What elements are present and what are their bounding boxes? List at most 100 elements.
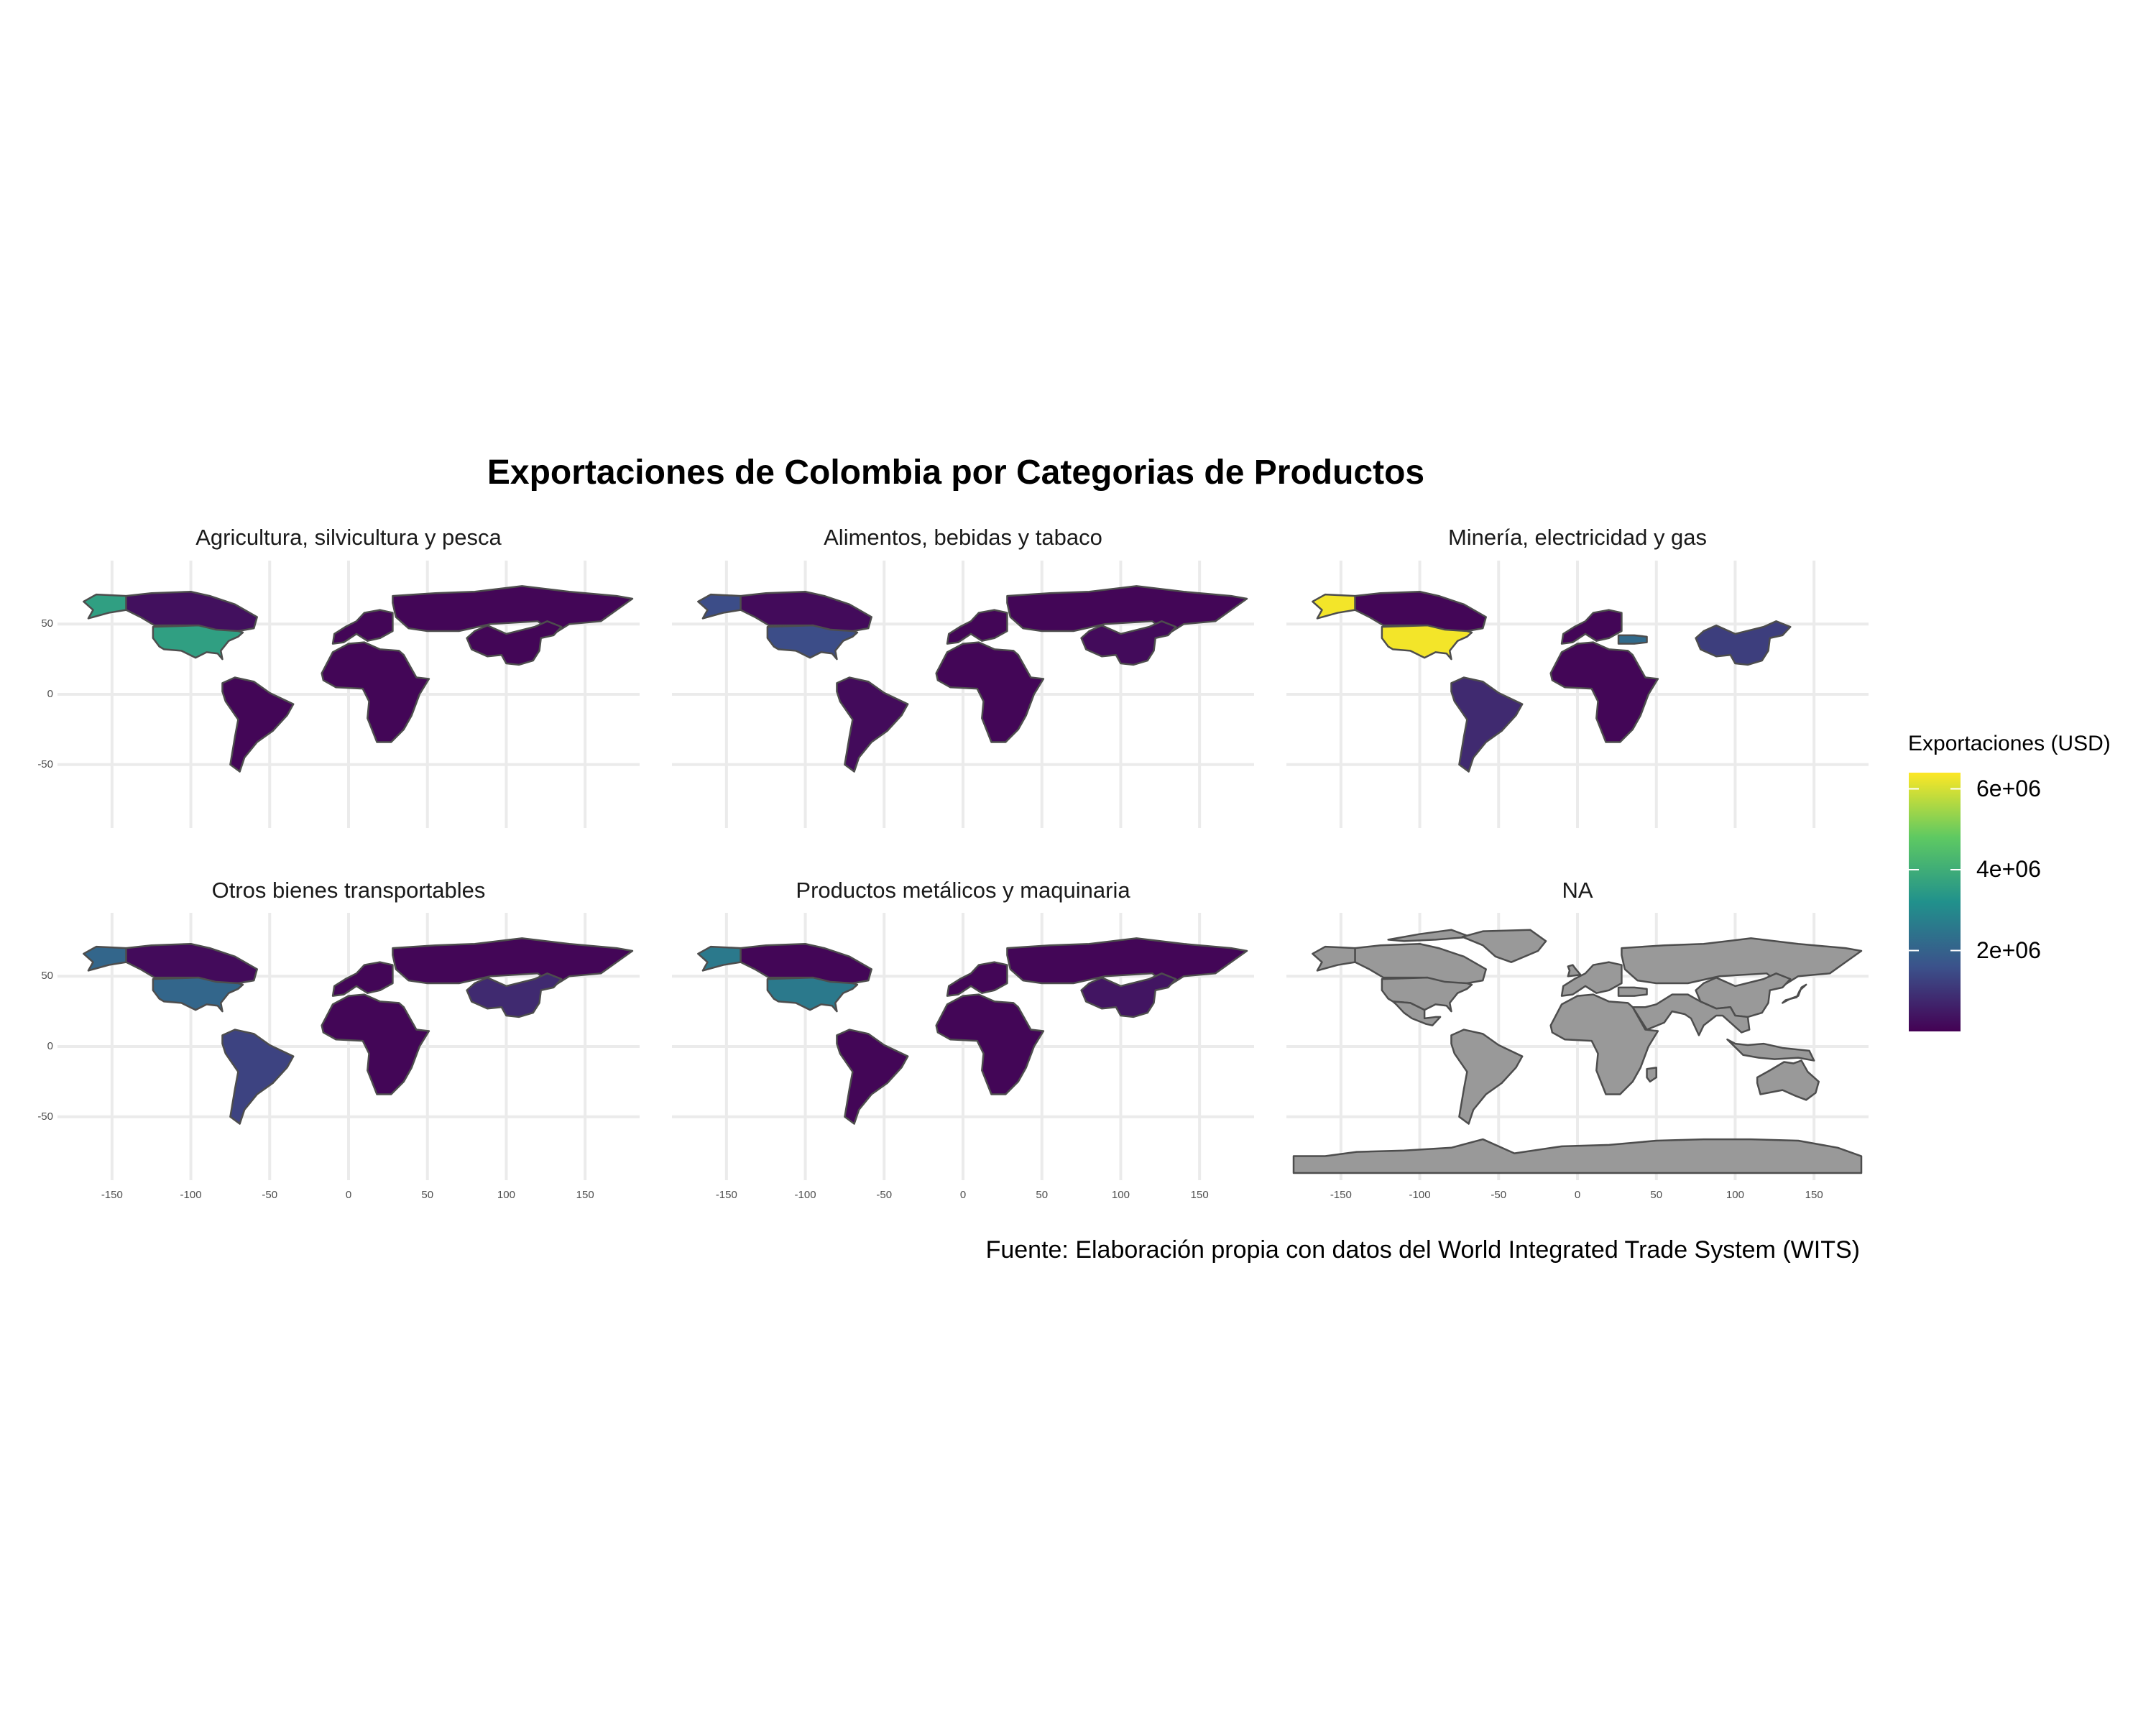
- facet-panel: [57, 561, 640, 828]
- country-shape-china: [1080, 620, 1177, 666]
- country-shape-arctic: [1387, 929, 1472, 942]
- country-shape-uk: [1567, 964, 1582, 978]
- facet-map: [1286, 561, 1869, 828]
- x-tick-label: 50: [1650, 1189, 1663, 1201]
- x-tick-label: 150: [1805, 1189, 1823, 1201]
- x-tick-label: 50: [1036, 1189, 1049, 1201]
- chart-title: Exportaciones de Colombia por Categorias…: [487, 454, 1425, 492]
- country-shape-south-america: [1450, 1029, 1524, 1125]
- country-shape-africa: [1549, 993, 1659, 1095]
- country-shape-usa: [766, 624, 859, 661]
- x-tick-label: 100: [1726, 1189, 1744, 1201]
- facet-panel: [672, 913, 1254, 1180]
- x-tick-label: 50: [421, 1189, 434, 1201]
- facet-map: [57, 561, 640, 828]
- country-shape-africa: [935, 993, 1045, 1095]
- x-tick-label: 100: [497, 1189, 515, 1201]
- x-tick-label: -150: [1330, 1189, 1352, 1201]
- x-tick-label: 150: [576, 1189, 594, 1201]
- country-shape-usa: [1381, 976, 1473, 1013]
- country-shape-canada: [740, 942, 872, 988]
- country-shape-alaska: [83, 945, 127, 972]
- country-shape-canada: [1354, 590, 1487, 635]
- legend-colorbar: [1909, 773, 1961, 1031]
- country-shape-africa: [321, 993, 430, 1095]
- facet-strip-label: Otros bienes transportables: [211, 878, 486, 903]
- y-tick-label: 50: [41, 617, 53, 630]
- facet-panel: [672, 561, 1254, 828]
- facet-strip-label: Minería, electricidad y gas: [1447, 525, 1708, 550]
- x-tick-label: -50: [262, 1189, 278, 1201]
- country-shape-china: [1080, 972, 1177, 1018]
- country-shape-south-america: [221, 1029, 295, 1125]
- y-tick-label: 50: [41, 970, 53, 983]
- country-shape-alaska: [1312, 593, 1356, 620]
- country-shape-antarctica: [1292, 1138, 1863, 1174]
- country-shape-alaska: [697, 945, 742, 972]
- country-shape-greenland: [1461, 929, 1547, 963]
- country-shape-alaska: [697, 593, 742, 620]
- country-shape-europe: [331, 961, 394, 997]
- x-tick-label: 0: [959, 1189, 967, 1201]
- facet-panel: [57, 913, 640, 1180]
- x-tick-label: -50: [876, 1189, 893, 1201]
- legend-colorbar-svg: [1909, 773, 1961, 1031]
- country-shape-russia: [1621, 937, 1863, 988]
- x-tick-label: -100: [180, 1189, 202, 1201]
- x-tick-label: -150: [101, 1189, 123, 1201]
- legend-label: 4e+06: [1976, 856, 2041, 882]
- country-shape-europe: [331, 609, 394, 645]
- country-shape-canada: [740, 590, 872, 635]
- legend-title: Exportaciones (USD): [1908, 732, 2111, 755]
- country-shape-south-america: [1450, 676, 1524, 773]
- country-shape-japan: [1782, 983, 1807, 1004]
- country-shape-usa: [152, 976, 244, 1013]
- country-shape-south-america: [836, 676, 909, 773]
- country-shape-china: [466, 620, 563, 666]
- x-tick-label: -100: [794, 1189, 816, 1201]
- facet-map: [57, 913, 640, 1180]
- country-shape-africa: [935, 641, 1045, 743]
- country-shape-indonesia: [1726, 1038, 1815, 1062]
- country-shape-mexico: [1392, 1000, 1442, 1026]
- country-shape-russia: [392, 937, 634, 988]
- country-shape-canada: [125, 942, 258, 988]
- country-shape-russia: [392, 585, 634, 635]
- country-shape-usa: [152, 624, 244, 661]
- x-tick-label: -150: [715, 1189, 737, 1201]
- country-shape-turkey: [1617, 634, 1648, 645]
- facet-strip-label: NA: [1562, 878, 1593, 903]
- country-shape-south-america: [221, 676, 295, 773]
- country-shape-turkey: [1617, 986, 1648, 997]
- facet-map: [672, 913, 1254, 1180]
- country-shape-canada: [1354, 942, 1487, 988]
- facet-map: [672, 561, 1254, 828]
- x-tick-label: 100: [1111, 1189, 1130, 1201]
- legend-label: 6e+06: [1976, 775, 2041, 801]
- facet-strip-label: Agricultura, silvicultura y pesca: [195, 525, 502, 550]
- country-shape-madagascar: [1646, 1067, 1657, 1083]
- y-tick-label: -50: [37, 1110, 53, 1123]
- country-shape-africa: [321, 641, 430, 743]
- y-tick-label: -50: [37, 758, 53, 770]
- country-shape-china: [466, 972, 563, 1018]
- x-tick-label: 0: [345, 1189, 352, 1201]
- country-shape-canada: [125, 590, 258, 635]
- country-shape-europe: [946, 961, 1008, 997]
- chart-caption: Fuente: Elaboración propia con datos del…: [985, 1236, 1860, 1264]
- country-shape-russia: [1006, 585, 1248, 635]
- country-shape-south-america: [836, 1029, 909, 1125]
- x-tick-label: 0: [1574, 1189, 1581, 1201]
- country-shape-alaska: [83, 593, 127, 620]
- country-shape-usa: [766, 976, 859, 1013]
- facet-map: [1286, 913, 1869, 1180]
- country-shape-europe: [1560, 961, 1623, 997]
- country-shape-europe: [946, 609, 1008, 645]
- country-shape-europe: [1560, 609, 1623, 645]
- facet-panel: [1286, 913, 1869, 1180]
- y-tick-label: 0: [47, 688, 53, 700]
- country-shape-china: [1695, 620, 1792, 666]
- country-shape-alaska: [1312, 945, 1356, 972]
- facet-strip-label: Productos metálicos y maquinaria: [796, 878, 1130, 903]
